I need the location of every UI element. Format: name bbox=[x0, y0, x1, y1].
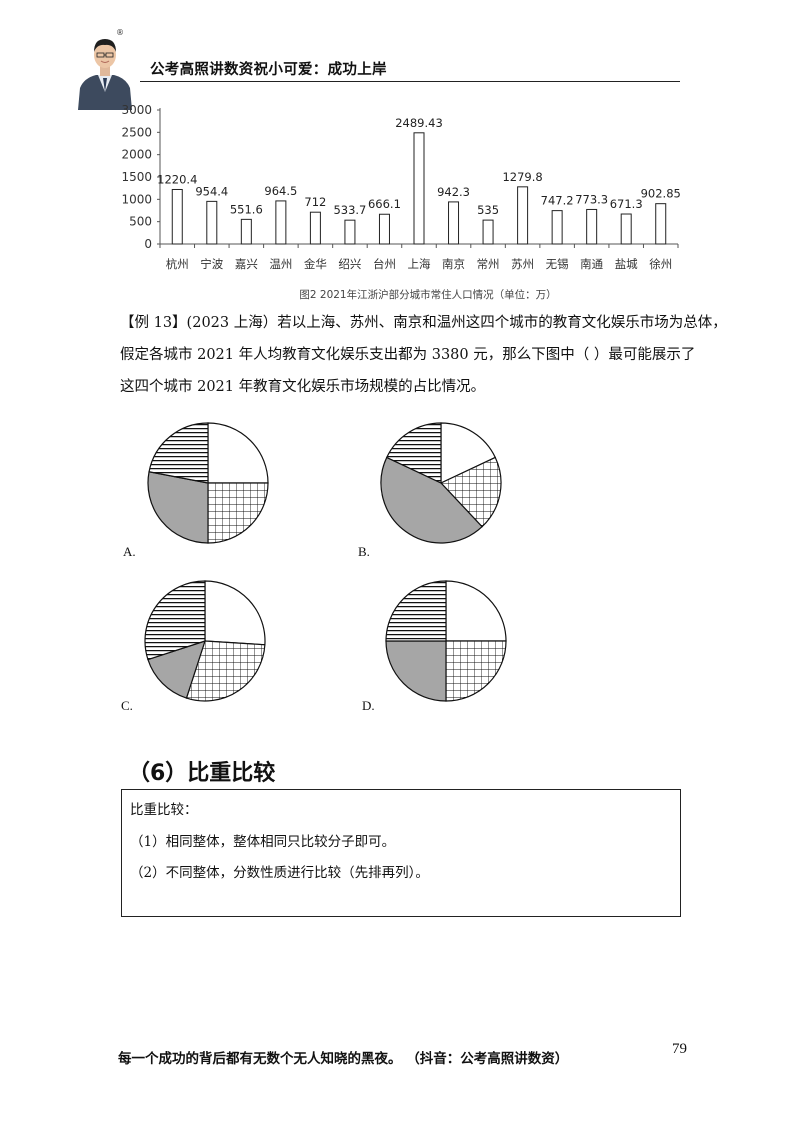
gray-slice bbox=[385, 640, 447, 702]
white-slice bbox=[207, 422, 269, 484]
category-label: 南通 bbox=[580, 257, 603, 271]
grid-slice bbox=[445, 640, 507, 702]
y-tick-label: 500 bbox=[129, 215, 152, 229]
box-rule-2: （2）不同整体，分数性质进行比较（先排再列）。 bbox=[130, 865, 429, 881]
bar-value-label: 964.5 bbox=[264, 184, 297, 198]
bar bbox=[171, 188, 183, 245]
category-label: 徐州 bbox=[649, 257, 672, 271]
bar bbox=[344, 219, 356, 245]
bar-value-label: 535 bbox=[477, 203, 499, 217]
chart-bars bbox=[171, 132, 667, 245]
bar-value-label: 954.4 bbox=[195, 184, 228, 198]
option-c-pie-chart[interactable] bbox=[142, 578, 268, 704]
category-label: 金华 bbox=[304, 257, 327, 271]
y-tick-label: 1000 bbox=[121, 192, 152, 206]
bar-value-label: 2489.43 bbox=[395, 116, 443, 130]
option-a-pie-chart[interactable] bbox=[145, 420, 271, 546]
bar-value-label: 902.85 bbox=[641, 187, 681, 201]
y-tick-label: 1500 bbox=[121, 170, 152, 184]
option-d-label[interactable]: D. bbox=[362, 698, 375, 713]
header-title: 公考高照讲数资祝小可爱：成功上岸 bbox=[150, 62, 387, 78]
bar-value-label: 712 bbox=[304, 195, 326, 209]
striped-slice bbox=[385, 422, 442, 484]
category-label: 常州 bbox=[477, 257, 500, 271]
striped-slice bbox=[144, 580, 206, 661]
striped-slice bbox=[148, 422, 209, 484]
bar bbox=[413, 132, 425, 245]
option-b-pie-chart[interactable] bbox=[378, 420, 504, 546]
category-label: 温州 bbox=[269, 257, 292, 271]
question-line-2: 假定各城市 2021 年人均教育文化娱乐支出都为 3380 元，那么下图中（ ）… bbox=[120, 347, 696, 363]
bar-value-label: 1279.8 bbox=[502, 170, 542, 184]
category-label: 盐城 bbox=[615, 257, 638, 271]
box-title: 比重比较： bbox=[130, 802, 198, 818]
question-line-3: 这四个城市 2021 年教育文化娱乐市场规模的占比情况。 bbox=[120, 379, 486, 395]
option-a-label[interactable]: A. bbox=[123, 544, 136, 559]
bar-value-label: 1220.4 bbox=[157, 172, 197, 186]
grid-slice bbox=[185, 640, 266, 702]
bar bbox=[206, 200, 218, 245]
category-label: 南京 bbox=[442, 257, 465, 271]
option-b-label[interactable]: B. bbox=[358, 544, 370, 559]
bar bbox=[240, 218, 252, 245]
bar bbox=[448, 201, 460, 245]
bar bbox=[378, 213, 390, 245]
y-tick-label: 2000 bbox=[121, 148, 152, 162]
population-bar-chart: 0 500 1000 1500 2000 2500 3000 1220.4 杭州 954.4 宁波… bbox=[121, 103, 681, 301]
bar bbox=[551, 210, 563, 245]
y-tick-label: 2500 bbox=[121, 125, 152, 139]
category-label: 上海 bbox=[408, 257, 431, 271]
option-d-pie-chart[interactable] bbox=[383, 578, 509, 704]
gray-slice bbox=[147, 471, 209, 544]
bar-value-label: 666.1 bbox=[368, 197, 401, 211]
bar bbox=[586, 208, 598, 245]
striped-slice bbox=[385, 580, 447, 642]
box-rule-1: （1）相同整体，整体相同只比较分子即可。 bbox=[130, 834, 396, 850]
author-photo bbox=[76, 28, 134, 110]
header-divider bbox=[140, 81, 680, 82]
bar bbox=[309, 211, 321, 245]
category-label: 绍兴 bbox=[338, 257, 361, 271]
bar bbox=[620, 213, 632, 245]
y-tick-label: 3000 bbox=[121, 103, 152, 117]
bar bbox=[655, 203, 667, 245]
category-label: 苏州 bbox=[511, 257, 534, 271]
bar-value-label: 942.3 bbox=[437, 185, 470, 199]
grid-slice bbox=[439, 456, 502, 528]
bar-value-label: 533.7 bbox=[333, 203, 366, 217]
white-slice bbox=[440, 422, 497, 484]
footer-motto: 每一个成功的背后都有无数个无人知晓的黑夜。 （抖音：公考高照讲数资） bbox=[118, 1051, 569, 1067]
method-box: 比重比较： （1）相同整体，整体相同只比较分子即可。 （2）不同整体，分数性质进… bbox=[121, 789, 681, 917]
white-slice bbox=[445, 580, 507, 642]
category-label: 杭州 bbox=[166, 257, 189, 271]
category-label: 台州 bbox=[373, 257, 396, 271]
category-label: 宁波 bbox=[200, 257, 223, 271]
bar-value-label: 671.3 bbox=[610, 197, 643, 211]
category-label: 嘉兴 bbox=[235, 257, 258, 271]
bar-value-label: 773.3 bbox=[575, 192, 608, 206]
gray-slice bbox=[380, 456, 483, 544]
page-number: 79 bbox=[672, 1041, 687, 1057]
bar bbox=[275, 200, 287, 245]
bar-value-label: 551.6 bbox=[230, 202, 263, 216]
bar bbox=[482, 219, 494, 245]
bar bbox=[517, 186, 529, 245]
chart-caption: 图2 2021年江浙沪部分城市常住人口情况（单位：万） bbox=[299, 288, 556, 301]
y-tick-label: 0 bbox=[144, 237, 152, 251]
option-c-label[interactable]: C. bbox=[121, 698, 133, 713]
grid-slice bbox=[207, 482, 269, 544]
bar-value-label: 747.2 bbox=[541, 194, 574, 208]
question-line-1: 【例 13】(2023 上海）若以上海、苏州、南京和温州这四个城市的教育文化娱乐… bbox=[120, 315, 727, 331]
section-title: （6）比重比较 bbox=[128, 761, 276, 786]
white-slice bbox=[204, 580, 266, 646]
chart-labels: 1220.4 杭州 954.4 宁波 551.6 嘉兴 964.5 温州 712 金华 533.7 绍… bbox=[157, 116, 681, 271]
category-label: 无锡 bbox=[546, 257, 569, 271]
registered-mark: ® bbox=[116, 28, 124, 37]
